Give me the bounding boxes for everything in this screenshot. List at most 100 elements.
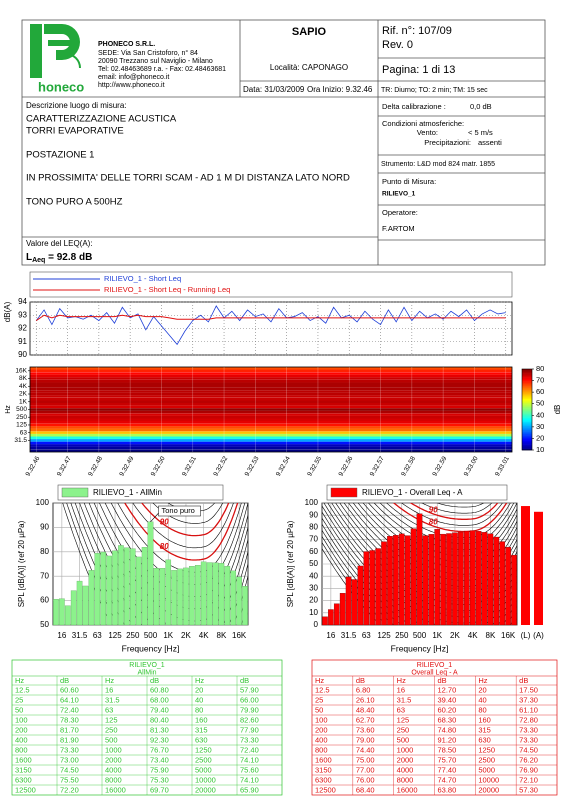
colorbar-slice bbox=[522, 394, 532, 397]
bar bbox=[422, 535, 429, 626]
bar bbox=[88, 570, 95, 626]
table-cell: 3150 bbox=[15, 765, 32, 774]
table-cell: 60.80 bbox=[150, 685, 169, 694]
table-cell: 16 bbox=[397, 685, 405, 694]
colorbar-frame bbox=[521, 368, 533, 451]
x-tick-label: 500 bbox=[413, 631, 427, 640]
bar bbox=[393, 535, 399, 626]
table-cell: 2500 bbox=[478, 755, 495, 764]
y-tick-label: 250 bbox=[16, 414, 27, 421]
bar bbox=[183, 567, 189, 626]
table-title: RILIEVO_1 bbox=[129, 662, 165, 669]
table-cell: 1600 bbox=[315, 755, 332, 764]
legend-swatch bbox=[330, 487, 358, 498]
x-tick-label: 250 bbox=[395, 631, 409, 640]
company-name: PHONECO S.R.L. bbox=[98, 41, 155, 48]
colorbar-slice bbox=[522, 386, 532, 389]
colorbar-slice bbox=[522, 400, 532, 402]
bar bbox=[493, 536, 500, 626]
contour-curve bbox=[79, 503, 248, 625]
colorbar-slice bbox=[522, 402, 532, 405]
bar bbox=[428, 534, 435, 626]
total-bar bbox=[534, 511, 543, 625]
table-cell: 72.40 bbox=[240, 745, 259, 754]
table-cell: 72.20 bbox=[60, 785, 79, 794]
heat-cell bbox=[30, 390, 512, 393]
colorbar-slice bbox=[522, 439, 532, 441]
colorbar-slice bbox=[522, 425, 532, 428]
contour-label: 80 bbox=[160, 542, 169, 551]
legend bbox=[29, 271, 513, 298]
logo-shape bbox=[48, 40, 70, 46]
colorbar-slice bbox=[522, 369, 532, 371]
table-cell: 40 bbox=[478, 695, 486, 704]
y-tick-label: 31.5 bbox=[14, 437, 27, 444]
date: Data: 31/03/2009 bbox=[243, 85, 305, 94]
y-tick-label: 100 bbox=[305, 498, 319, 507]
table-cell: 16000 bbox=[105, 785, 126, 794]
x-tick-label: (A) bbox=[533, 631, 544, 640]
table-cell: 72.10 bbox=[519, 775, 538, 784]
x-tick-label: 16K bbox=[501, 631, 516, 640]
bar bbox=[236, 576, 242, 626]
bar bbox=[141, 547, 148, 626]
table-cell: 82.60 bbox=[240, 715, 259, 724]
bar bbox=[242, 586, 248, 626]
bar bbox=[70, 590, 77, 626]
table-cell: 73.00 bbox=[60, 755, 79, 764]
table-cell: 91.20 bbox=[438, 735, 457, 744]
table-header: Hz bbox=[397, 676, 406, 685]
colorbar-slice bbox=[522, 377, 532, 379]
table-cell: 79.90 bbox=[240, 705, 259, 714]
table-cell: 63 bbox=[397, 705, 405, 714]
heat-cell bbox=[30, 369, 512, 373]
table-cell: 74.70 bbox=[438, 775, 457, 784]
colorbar-slice bbox=[522, 398, 532, 401]
colorbar-tick-label: 40 bbox=[536, 410, 544, 419]
y-tick-label: 60 bbox=[309, 547, 318, 556]
colorbar-slice bbox=[522, 375, 532, 378]
bar bbox=[434, 529, 441, 626]
bar bbox=[212, 562, 219, 626]
x-tick-label: 63 bbox=[93, 631, 102, 640]
table-cell: 80 bbox=[195, 705, 203, 714]
table-cell: 73.60 bbox=[356, 725, 375, 734]
leq: LAeq = 92.8 dB bbox=[26, 252, 92, 264]
colorbar-slice bbox=[522, 433, 532, 436]
calibration-label: Delta calibrazione : bbox=[382, 102, 446, 111]
table-cell: 12.70 bbox=[438, 685, 457, 694]
colorbar-slice bbox=[522, 374, 532, 377]
bar bbox=[165, 559, 172, 626]
colorbar-slice bbox=[522, 410, 532, 413]
table-cell: 77.00 bbox=[356, 765, 375, 774]
table-header: dB bbox=[240, 676, 249, 685]
y-tick-label: 94 bbox=[18, 297, 27, 306]
table-cell: 81.30 bbox=[150, 725, 169, 734]
colorbar-slice bbox=[522, 373, 532, 375]
bar bbox=[333, 603, 340, 626]
table-cell: 63.80 bbox=[438, 785, 457, 794]
colorbar-slice bbox=[522, 401, 532, 404]
colorbar-slice bbox=[522, 412, 532, 414]
bar bbox=[416, 513, 423, 626]
table-cell: 73.30 bbox=[519, 725, 538, 734]
bar bbox=[159, 567, 166, 626]
y-tick-label: 20 bbox=[309, 596, 318, 605]
y-tick-label: 100 bbox=[36, 498, 50, 507]
x-tick-label: 16K bbox=[232, 631, 247, 640]
table-cell: 6.80 bbox=[356, 685, 371, 694]
heat-cell bbox=[30, 439, 512, 442]
heat-cell bbox=[30, 384, 512, 388]
table-cell: 12.5 bbox=[315, 685, 330, 694]
page-number: Pagina: 1 di 13 bbox=[382, 64, 455, 76]
heat-cell bbox=[30, 379, 512, 383]
table-cell: 20000 bbox=[478, 785, 499, 794]
operator-label: Operatore: bbox=[382, 208, 418, 217]
legend-label: RILIEVO_1 - Short Leq bbox=[104, 274, 181, 283]
x-tick-label: 16 bbox=[326, 631, 335, 640]
contour-curve bbox=[322, 524, 517, 625]
x-tick-label: 2K bbox=[450, 631, 460, 640]
y-tick-label: 40 bbox=[309, 571, 318, 580]
table-cell: 77.90 bbox=[240, 725, 259, 734]
x-tick-label: 1K bbox=[163, 631, 173, 640]
